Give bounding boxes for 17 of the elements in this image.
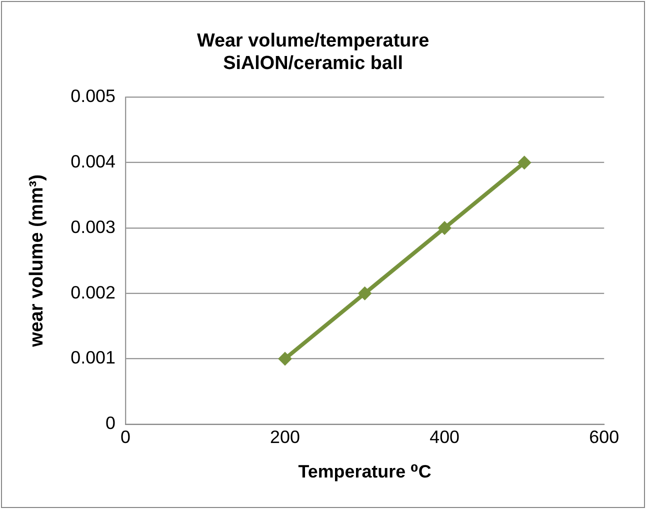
x-tick-label: 600	[589, 426, 620, 447]
point	[517, 156, 532, 170]
y-tick-label: 0.002	[70, 282, 116, 302]
y-tick-label: 0.004	[70, 152, 116, 172]
y-tick-label: 0.005	[70, 86, 116, 106]
y-tick-label: 0.001	[70, 348, 116, 368]
chart-title: Wear volume/temperature SiAlON/ceramic ball	[196, 30, 430, 74]
x-axis-title: Temperature ⁰C	[298, 461, 432, 482]
point	[278, 352, 292, 366]
y-tick-label: 0	[106, 413, 116, 434]
y-tick-label: 0.003	[70, 216, 116, 237]
x-tick-label: 200	[270, 426, 300, 447]
x-tick-label: 400	[430, 426, 460, 447]
x-tick-label: 0	[120, 426, 130, 447]
point	[438, 221, 452, 235]
point	[358, 286, 372, 300]
y-axis-title: wear volume (mm³)	[26, 174, 48, 348]
